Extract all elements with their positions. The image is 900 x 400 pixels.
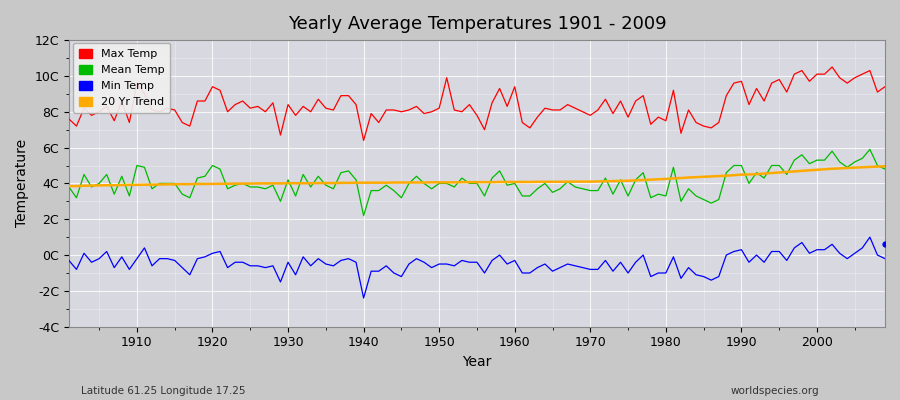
Legend: Max Temp, Mean Temp, Min Temp, 20 Yr Trend: Max Temp, Mean Temp, Min Temp, 20 Yr Tre… [73,43,170,112]
Y-axis label: Temperature: Temperature [15,139,29,228]
Text: Latitude 61.25 Longitude 17.25: Latitude 61.25 Longitude 17.25 [81,386,246,396]
Text: worldspecies.org: worldspecies.org [731,386,819,396]
X-axis label: Year: Year [463,355,491,369]
Title: Yearly Average Temperatures 1901 - 2009: Yearly Average Temperatures 1901 - 2009 [288,15,666,33]
